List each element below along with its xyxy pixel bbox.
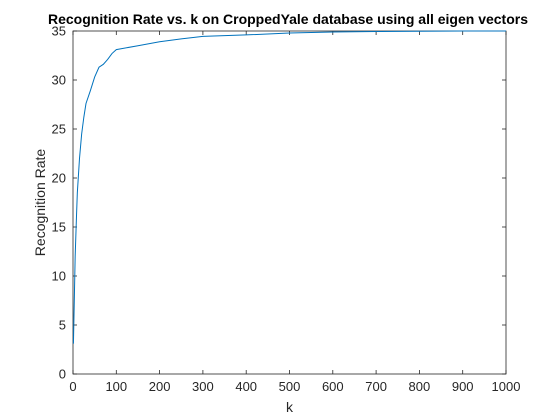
y-tick-label: 30 [52,73,66,88]
x-axis: 0 100 200 300 400 500 600 700 800 900 1000 [69,31,520,394]
x-tick-label: 200 [149,379,171,394]
x-tick-label: 0 [69,379,76,394]
x-tick-label: 800 [409,379,431,394]
plot-area [72,30,507,375]
y-tick-label: 10 [52,269,66,284]
series-line [72,30,506,344]
x-axis-label: k [286,399,294,415]
chart-title: Recognition Rate vs. k on CroppedYale da… [48,11,528,27]
series-layer [72,30,506,344]
x-tick-label: 100 [105,379,127,394]
x-tick-label: 1000 [492,379,521,394]
x-tick-label: 900 [452,379,474,394]
y-tick-label: 25 [52,122,66,137]
x-tick-label: 400 [235,379,257,394]
y-axis-label: Recognition Rate [32,149,48,257]
x-tick-label: 700 [365,379,387,394]
x-tick-label: 300 [192,379,214,394]
x-tick-label: 600 [322,379,344,394]
y-axis: 0 5 10 15 20 25 30 35 [52,24,506,382]
y-tick-label: 20 [52,171,66,186]
y-tick-label: 5 [59,318,66,333]
y-tick-label: 35 [52,24,66,39]
x-tick-label: 500 [279,379,301,394]
y-tick-label: 0 [59,367,66,382]
y-tick-label: 15 [52,220,66,235]
